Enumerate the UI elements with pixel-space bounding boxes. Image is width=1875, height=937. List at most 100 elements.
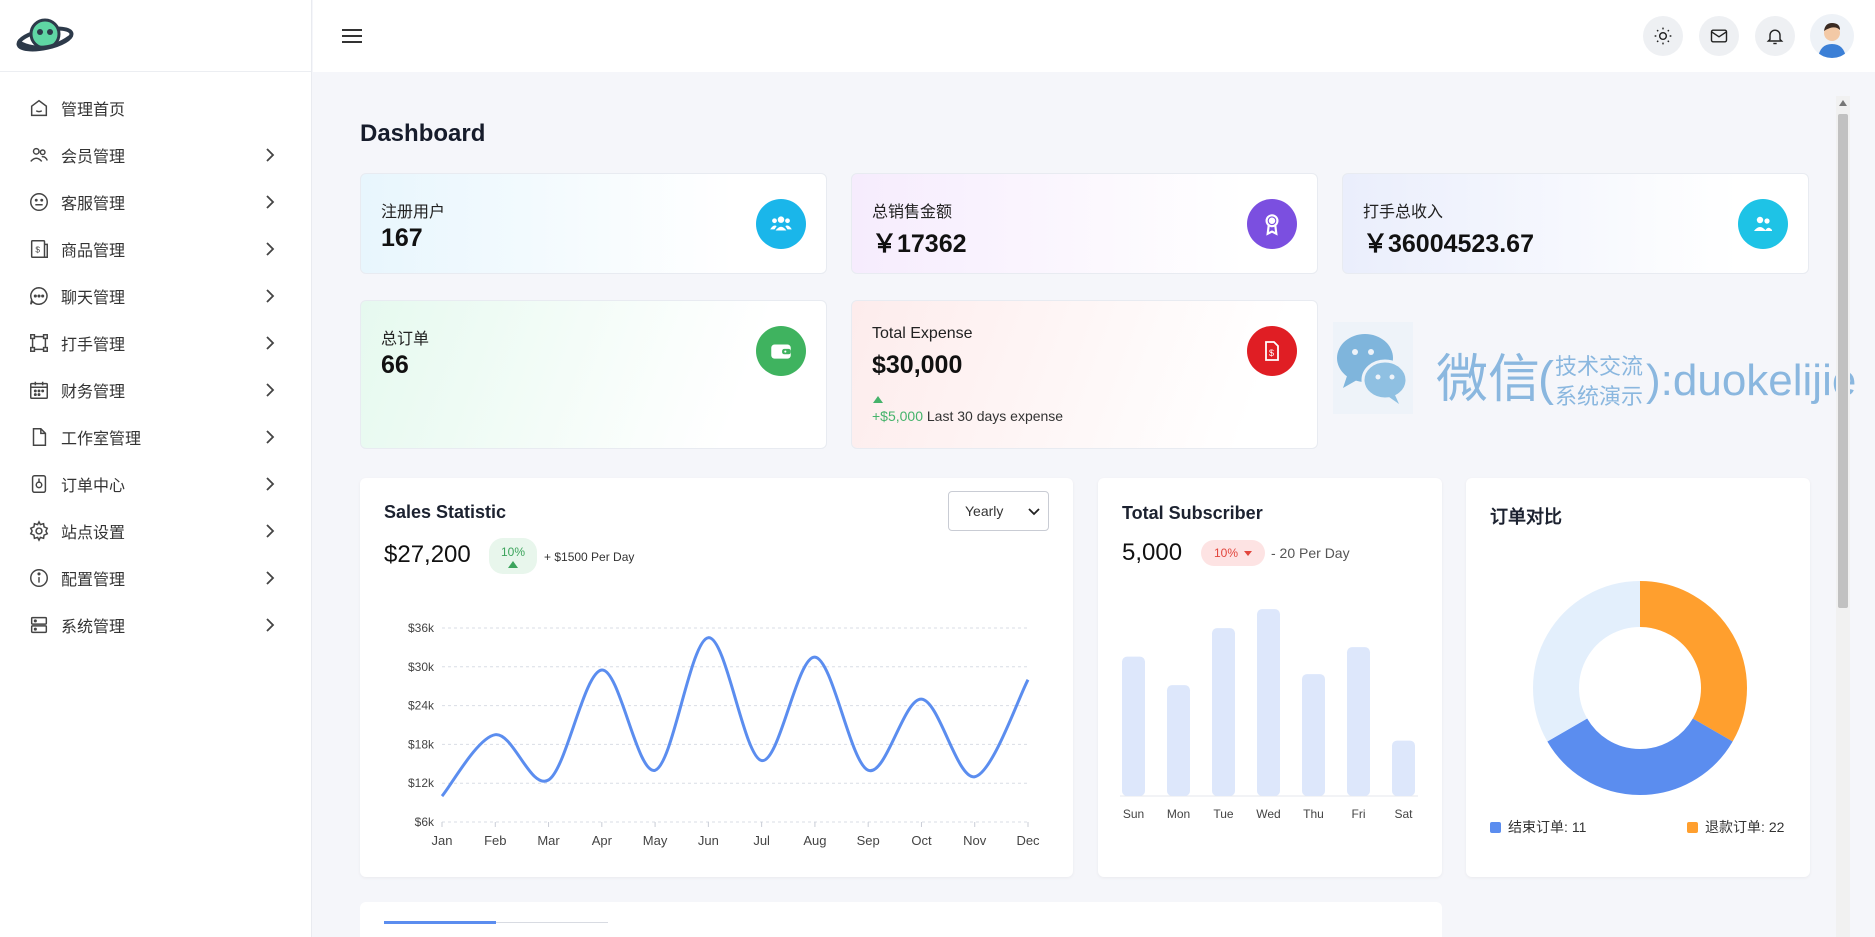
file-icon: [27, 425, 51, 449]
x-tick-label: Sep: [857, 833, 880, 848]
sidebar-item-chat[interactable]: 聊天管理: [0, 272, 311, 319]
sidebar-item-label: 工作室管理: [61, 430, 142, 448]
wechat-icon: [1333, 322, 1413, 414]
planet-logo-icon: [16, 18, 74, 51]
stat-label: 总订单: [381, 331, 430, 348]
sidebar-item-label: 财务管理: [61, 383, 126, 401]
subscriber-per-day: - 20 Per Day: [1271, 545, 1350, 561]
expense-change-note: Last 30 days expense: [926, 408, 1064, 424]
order-donut-chart: [1533, 581, 1747, 795]
subscriber-pct: 10%: [1213, 546, 1239, 560]
subscriber-title: Total Subscriber: [1122, 503, 1263, 523]
x-tick-label: Jun: [698, 833, 719, 848]
stat-card-total-sales: 总销售金额 ￥17362: [851, 173, 1318, 274]
subscriber-bar: [1392, 740, 1415, 796]
theme-toggle-button[interactable]: [1643, 16, 1683, 56]
sidebar-item-customer-service[interactable]: 客服管理: [0, 178, 311, 225]
x-tick-label: Aug: [803, 833, 826, 848]
chevron-right-icon: [263, 523, 277, 538]
team-icon: [1738, 199, 1788, 249]
order-icon: [27, 472, 51, 496]
scroll-thumb[interactable]: [1838, 114, 1848, 608]
sales-series-line: [440, 636, 1030, 798]
sidebar-item-label: 配置管理: [61, 571, 126, 589]
app-logo[interactable]: [0, 0, 311, 72]
order-compare-title: 订单对比: [1490, 507, 1562, 527]
avatar[interactable]: [1810, 14, 1854, 58]
x-tick-label: Nov: [963, 833, 987, 848]
subscriber-bar: [1347, 647, 1370, 796]
sidebar-item-label: 商品管理: [61, 242, 126, 260]
notifications-button[interactable]: [1755, 16, 1795, 56]
tab-active-indicator: [384, 921, 496, 924]
x-tick-label: Dec: [1016, 833, 1040, 848]
donut-slice-rest: [1533, 581, 1641, 742]
group-icon: [756, 199, 806, 249]
chevron-right-icon: [263, 288, 277, 303]
calendar-icon: [27, 378, 51, 402]
y-tick-label: $12k: [408, 776, 435, 790]
sidebar-item-members[interactable]: 会员管理: [0, 131, 311, 178]
page-title: Dashboard: [360, 120, 486, 147]
expense-change-line: +$5,000 Last 30 days expense: [872, 408, 1063, 424]
sidebar-item-system[interactable]: 系统管理: [0, 601, 311, 648]
total-subscriber-panel: Total Subscriber 5,000 10% - 20 Per Day …: [1098, 478, 1442, 877]
x-tick-label: Jul: [753, 833, 770, 848]
stat-card-total-orders: 总订单 66: [360, 300, 827, 449]
y-tick-label: $30k: [408, 660, 435, 674]
stat-label: 注册用户: [381, 204, 446, 221]
period-select[interactable]: Yearly: [948, 491, 1049, 531]
scroll-up-arrow[interactable]: [1839, 100, 1847, 106]
chevron-right-icon: [263, 147, 277, 162]
chevron-right-icon: [263, 429, 277, 444]
y-tick-label: $36k: [408, 621, 435, 635]
top-header: [313, 0, 1875, 72]
sidebar-item-label: 管理首页: [61, 101, 126, 119]
sidebar-item-config[interactable]: 配置管理: [0, 554, 311, 601]
server-icon: [27, 613, 51, 637]
x-tick-label: Wed: [1256, 807, 1280, 821]
sidebar-item-label: 打手管理: [61, 336, 126, 354]
svg-text:$: $: [35, 245, 40, 254]
stat-label: Total Expense: [872, 325, 973, 342]
stat-value: ￥17362: [872, 230, 967, 258]
sidebar-item-site-settings[interactable]: 站点设置: [0, 507, 311, 554]
subscriber-bar: [1302, 674, 1325, 796]
sidebar-item-home[interactable]: 管理首页: [0, 84, 311, 131]
bell-icon: [1766, 29, 1784, 45]
messages-button[interactable]: [1699, 16, 1739, 56]
sidebar-item-products[interactable]: $ 商品管理: [0, 225, 311, 272]
page-scrollbar[interactable]: [1836, 96, 1850, 937]
x-tick-label: Fri: [1352, 807, 1366, 821]
hamburger-icon[interactable]: [340, 24, 364, 48]
sidebar-item-label: 系统管理: [61, 618, 126, 636]
invoice-icon: $: [1247, 326, 1297, 376]
stat-value: ￥36004523.67: [1363, 230, 1534, 258]
sidebar-item-studio[interactable]: 工作室管理: [0, 413, 311, 460]
y-tick-label: $6k: [415, 815, 435, 829]
sidebar-item-finance[interactable]: 财务管理: [0, 366, 311, 413]
sidebar-item-boosters[interactable]: 打手管理: [0, 319, 311, 366]
x-tick-label: Apr: [592, 833, 613, 848]
legend-finished-label: 结束订单:: [1508, 819, 1568, 835]
chat-icon: [27, 284, 51, 308]
x-tick-label: Sun: [1123, 807, 1144, 821]
sales-per-day: + $1500 Per Day: [544, 550, 635, 564]
subscriber-bar: [1167, 685, 1190, 796]
product-icon: $: [27, 237, 51, 261]
watermark-open-paren: (: [1538, 353, 1554, 406]
smile-icon: [27, 190, 51, 214]
sidebar-item-orders[interactable]: 订单中心: [0, 460, 311, 507]
subscriber-bar: [1212, 628, 1235, 796]
sales-amount: $27,200: [384, 541, 471, 568]
sidebar-item-label: 订单中心: [61, 477, 126, 495]
donut-slice-finished: [1547, 717, 1733, 795]
stat-label: 总销售金额: [872, 204, 953, 221]
subscriber-bar: [1122, 656, 1145, 796]
x-tick-label: Feb: [484, 833, 506, 848]
chevron-right-icon: [263, 617, 277, 632]
chevron-right-icon: [263, 194, 277, 209]
x-tick-label: Oct: [911, 833, 932, 848]
x-tick-label: Tue: [1213, 807, 1234, 821]
period-select-value: Yearly: [965, 503, 1004, 519]
